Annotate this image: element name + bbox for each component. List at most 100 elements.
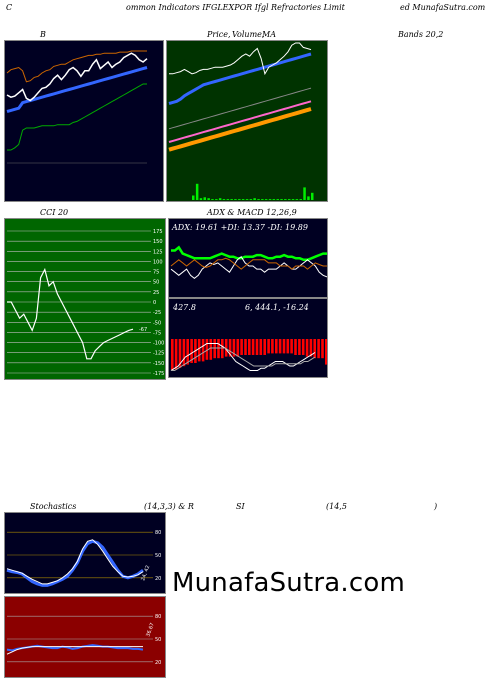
volume-bar: [257, 199, 260, 200]
volume-bar: [222, 199, 226, 200]
volume-bar: [230, 199, 233, 200]
cci-tick-label: 50: [153, 280, 159, 286]
macd-bar: [267, 339, 270, 354]
volume-bar: [238, 199, 241, 200]
bb-title: B: [40, 30, 46, 39]
volume-bar: [311, 192, 314, 200]
volume-bar: [199, 198, 203, 200]
macd-bar: [313, 339, 316, 359]
volume-bar: [268, 199, 272, 200]
volume-bar: [299, 199, 302, 200]
volume-bar: [264, 199, 268, 200]
macd-bar: [217, 339, 220, 359]
adx-panel: ADX: 19.61 +DI: 13.37 -DI: 19.89: [168, 218, 328, 298]
macd-bar: [186, 339, 189, 365]
header-title: ommon Indicators IFGLEXPOR Ifgl Refracto…: [126, 3, 345, 12]
rsi-tick-label: 20: [155, 660, 161, 666]
macd-bar: [301, 339, 305, 355]
macd-bar: [228, 339, 232, 357]
adx-macd-title: ADX & MACD 12,26,9: [207, 208, 297, 217]
volume-bar: [303, 187, 306, 200]
rsi-chart: 80 50 20 36.67: [6, 614, 161, 666]
volume-bar: [272, 199, 276, 200]
cci-tick-label: 100: [153, 259, 163, 265]
cci-title: CCI 20: [40, 208, 69, 217]
macd-bar: [259, 339, 263, 355]
volume-bar: [195, 183, 199, 200]
volume-bar: [276, 199, 279, 200]
macd-bar: [325, 339, 327, 365]
bollinger-series-1: [6, 66, 148, 113]
cci-panel: 175 150 125 100 75 50 25 0 -25 -50 -75 -100 -125 -150…: [4, 218, 166, 380]
volume-bar: [249, 199, 253, 200]
macd-bar: [282, 339, 286, 354]
volume-bar: [307, 196, 310, 200]
macd-series-1: [171, 347, 316, 371]
ma-title: MA: [262, 30, 276, 39]
macd-bar: [290, 339, 293, 354]
macd-left-readout: 427.8: [172, 303, 196, 312]
macd-bar: [221, 339, 224, 359]
volume-bar: [261, 199, 264, 200]
macd-bar: [275, 339, 278, 354]
stoch-params: (14,3,3) & R: [144, 502, 194, 511]
volume-bar: [226, 199, 230, 200]
volume-bar: [192, 195, 195, 200]
macd-bar: [209, 339, 213, 360]
cci-tick-label: -100: [153, 341, 164, 347]
rsi-value-label: 36.67: [145, 622, 156, 638]
stochastic-d: [6, 539, 144, 585]
macd-panel: 427.8 6, 444.1, -16.24: [168, 298, 328, 378]
watermark: MunafaSutra.com: [172, 568, 406, 598]
price-title: Price,: [207, 30, 231, 39]
stochastics-panel: 80 50 20 24, 42: [4, 512, 166, 594]
macd-bar: [278, 339, 282, 354]
price-series-3: [168, 52, 312, 105]
volume-bar: [253, 198, 256, 200]
volume-bar: [218, 198, 222, 200]
volume-bar: [245, 199, 249, 200]
cci-tick-label: 150: [153, 239, 163, 245]
macd-bar: [197, 339, 201, 362]
bollinger-chart: [6, 50, 148, 164]
bollinger-series-0: [7, 83, 147, 151]
macd-bar: [294, 339, 297, 355]
cci-tick-label: -150: [153, 361, 164, 367]
volume-bar: [295, 199, 299, 200]
rsi-panel: 80 50 20 36.67: [4, 596, 166, 678]
rsi-params: (14,5: [326, 502, 347, 511]
price-series-2: [168, 87, 312, 130]
stochastic-tick-label: 80: [155, 530, 161, 536]
macd-bar: [232, 339, 236, 357]
volume-bar: [241, 199, 245, 200]
macd-bar: [244, 339, 247, 355]
cci-tick-label: -75: [153, 330, 161, 336]
macd-bar: [251, 339, 255, 355]
cci-value-label: -67: [139, 327, 147, 333]
volume-bar: [234, 199, 237, 200]
volume-bar: [280, 199, 283, 200]
macd-bar: [286, 339, 290, 354]
volume-bar: [284, 199, 287, 200]
macd-bar: [298, 339, 301, 355]
macd-bar: [213, 339, 216, 359]
stochastic-tick-label: 50: [155, 553, 161, 559]
macd-bar: [240, 339, 243, 355]
bollinger-series-3: [6, 50, 147, 83]
macd-bar: [224, 339, 228, 357]
macd-bar: [255, 339, 259, 355]
volume-bar: [207, 198, 210, 200]
stochastic-tick-label: 20: [155, 576, 161, 582]
price-volume-chart: [168, 42, 314, 200]
price-series-0: [168, 107, 312, 152]
adx-series-2: [170, 257, 327, 270]
price-series-4: [169, 42, 312, 76]
adx-chart: ADX: 19.61 +DI: 13.37 -DI: 19.89: [170, 223, 327, 280]
macd-bar: [309, 339, 313, 357]
macd-series-0: [170, 343, 316, 371]
header-c: C: [6, 3, 13, 12]
price-panel: [166, 40, 328, 202]
volume-bar: [211, 199, 214, 200]
macd-bar: [263, 339, 266, 355]
cci-chart: 175 150 125 100 75 50 25 0 -25 -50 -75 -100 -125 -150…: [7, 229, 164, 377]
